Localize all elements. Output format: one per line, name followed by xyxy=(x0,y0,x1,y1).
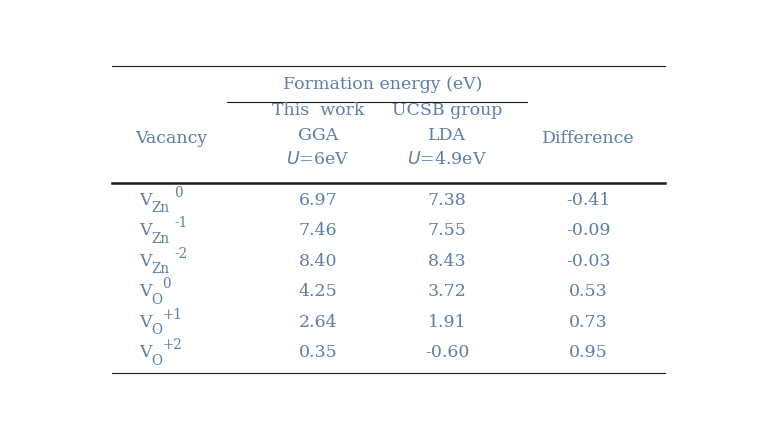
Text: 0.35: 0.35 xyxy=(299,344,337,361)
Text: GGA: GGA xyxy=(298,127,338,144)
Text: V: V xyxy=(139,222,152,239)
Text: -2: -2 xyxy=(174,247,187,261)
Text: V: V xyxy=(139,314,152,330)
Text: 1.91: 1.91 xyxy=(428,314,466,330)
Text: Zn: Zn xyxy=(152,201,170,215)
Text: +2: +2 xyxy=(162,338,182,352)
Text: Difference: Difference xyxy=(542,130,634,147)
Text: V: V xyxy=(139,253,152,270)
Text: 8.43: 8.43 xyxy=(428,253,466,270)
Text: UCSB group: UCSB group xyxy=(392,102,503,119)
Text: 2.64: 2.64 xyxy=(299,314,337,330)
Text: Formation energy (eV): Formation energy (eV) xyxy=(283,76,482,93)
Text: 7.55: 7.55 xyxy=(428,222,467,239)
Text: 7.38: 7.38 xyxy=(428,192,467,208)
Text: $\mathit{U}$=4.9eV: $\mathit{U}$=4.9eV xyxy=(407,151,487,168)
Text: V: V xyxy=(139,192,152,208)
Text: V: V xyxy=(139,283,152,300)
Text: Zn: Zn xyxy=(152,262,170,276)
Text: 0: 0 xyxy=(162,277,171,291)
Text: 0.73: 0.73 xyxy=(568,314,608,330)
Text: -0.60: -0.60 xyxy=(425,344,469,361)
Text: 8.40: 8.40 xyxy=(299,253,337,270)
Text: V: V xyxy=(139,344,152,361)
Text: 3.72: 3.72 xyxy=(428,283,467,300)
Text: This  work: This work xyxy=(271,102,365,119)
Text: -0.03: -0.03 xyxy=(566,253,610,270)
Text: LDA: LDA xyxy=(428,127,466,144)
Text: -0.41: -0.41 xyxy=(566,192,610,208)
Text: O: O xyxy=(152,293,163,307)
Text: 0.95: 0.95 xyxy=(568,344,608,361)
Text: $\mathit{U}$=6eV: $\mathit{U}$=6eV xyxy=(287,151,349,168)
Text: +1: +1 xyxy=(162,308,182,322)
Text: O: O xyxy=(152,323,163,337)
Text: 0: 0 xyxy=(174,186,183,200)
Text: 6.97: 6.97 xyxy=(299,192,337,208)
Text: 7.46: 7.46 xyxy=(299,222,337,239)
Text: O: O xyxy=(152,354,163,368)
Text: 4.25: 4.25 xyxy=(299,283,337,300)
Text: 0.53: 0.53 xyxy=(568,283,608,300)
Text: Zn: Zn xyxy=(152,232,170,246)
Text: -0.09: -0.09 xyxy=(566,222,610,239)
Text: -1: -1 xyxy=(174,216,187,230)
Text: Vacancy: Vacancy xyxy=(135,130,207,147)
